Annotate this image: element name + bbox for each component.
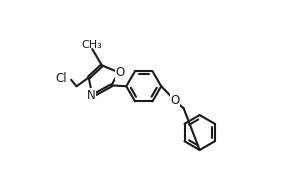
Text: Cl: Cl — [56, 72, 67, 85]
Text: CH₃: CH₃ — [81, 40, 102, 50]
Text: O: O — [171, 94, 180, 107]
Text: O: O — [116, 66, 125, 79]
Text: N: N — [86, 89, 95, 102]
